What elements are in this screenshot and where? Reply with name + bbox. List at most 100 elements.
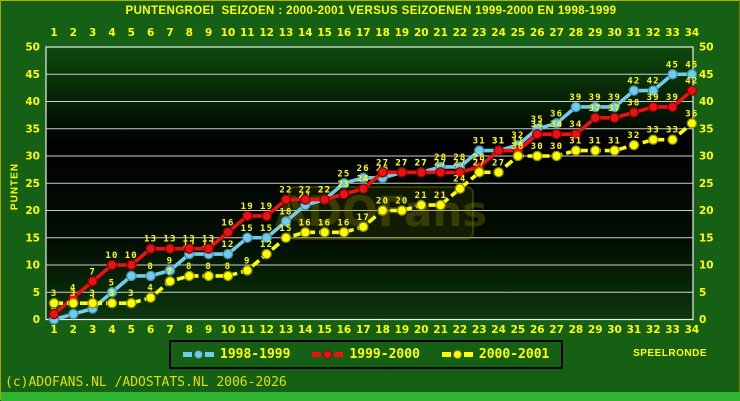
svg-text:13: 13 bbox=[202, 235, 215, 245]
svg-text:35: 35 bbox=[531, 115, 544, 125]
svg-text:30: 30 bbox=[550, 142, 563, 152]
svg-text:24: 24 bbox=[357, 175, 370, 185]
svg-text:8: 8 bbox=[186, 262, 193, 272]
svg-text:27: 27 bbox=[415, 158, 428, 168]
svg-text:10: 10 bbox=[221, 324, 236, 336]
svg-text:16: 16 bbox=[299, 218, 312, 228]
svg-text:11: 11 bbox=[240, 27, 255, 39]
svg-text:12: 12 bbox=[221, 240, 234, 250]
svg-text:13: 13 bbox=[144, 235, 157, 245]
svg-text:31: 31 bbox=[492, 137, 505, 147]
svg-text:10: 10 bbox=[125, 251, 138, 261]
svg-text:27: 27 bbox=[395, 158, 408, 168]
svg-text:3: 3 bbox=[128, 289, 135, 299]
svg-text:17: 17 bbox=[356, 324, 371, 336]
svg-text:42: 42 bbox=[627, 77, 640, 87]
svg-text:27: 27 bbox=[376, 158, 389, 168]
svg-text:17: 17 bbox=[357, 213, 370, 223]
svg-text:45: 45 bbox=[666, 60, 679, 70]
legend-item-2000-2001: 2000-2001 bbox=[441, 347, 550, 362]
svg-text:34: 34 bbox=[531, 120, 544, 130]
svg-text:4: 4 bbox=[108, 324, 115, 336]
svg-text:3: 3 bbox=[70, 289, 77, 299]
svg-text:15: 15 bbox=[279, 224, 292, 234]
svg-text:18: 18 bbox=[279, 207, 292, 217]
svg-text:4: 4 bbox=[108, 27, 115, 39]
svg-text:25: 25 bbox=[25, 178, 40, 190]
svg-text:25: 25 bbox=[511, 27, 526, 39]
svg-text:31: 31 bbox=[473, 137, 486, 147]
svg-text:19: 19 bbox=[395, 27, 410, 39]
svg-text:45: 45 bbox=[699, 69, 714, 81]
svg-text:22: 22 bbox=[453, 27, 468, 39]
svg-text:10: 10 bbox=[699, 260, 714, 272]
svg-text:36: 36 bbox=[685, 109, 698, 119]
svg-text:27: 27 bbox=[395, 158, 408, 168]
svg-text:21: 21 bbox=[415, 191, 428, 201]
svg-text:5: 5 bbox=[109, 278, 116, 288]
svg-text:31: 31 bbox=[511, 137, 524, 147]
svg-text:3: 3 bbox=[89, 27, 96, 39]
legend-label: 1998-1999 bbox=[220, 347, 291, 362]
legend-item-1998-1999: 1998-1999 bbox=[183, 347, 290, 362]
svg-text:1: 1 bbox=[50, 324, 57, 336]
svg-text:5: 5 bbox=[128, 324, 135, 336]
legend-label: 1999-2000 bbox=[349, 347, 420, 362]
svg-text:27: 27 bbox=[453, 158, 466, 168]
svg-text:27: 27 bbox=[415, 158, 428, 168]
svg-text:7: 7 bbox=[89, 267, 96, 277]
svg-text:23: 23 bbox=[472, 324, 487, 336]
svg-text:15: 15 bbox=[241, 224, 254, 234]
svg-text:11: 11 bbox=[240, 324, 255, 336]
svg-text:8: 8 bbox=[147, 262, 154, 272]
svg-text:27: 27 bbox=[549, 27, 564, 39]
svg-text:31: 31 bbox=[627, 27, 642, 39]
svg-text:27: 27 bbox=[549, 324, 564, 336]
svg-text:36: 36 bbox=[550, 109, 563, 119]
svg-text:39: 39 bbox=[589, 93, 602, 103]
svg-text:28: 28 bbox=[569, 324, 584, 336]
legend-label: 2000-2001 bbox=[478, 347, 550, 362]
copyright-footer: (c)ADOFANS.NL /ADOSTATS.NL 2006-2026 bbox=[5, 375, 287, 390]
svg-text:13: 13 bbox=[279, 324, 294, 336]
svg-text:1: 1 bbox=[50, 27, 57, 39]
svg-text:7: 7 bbox=[166, 324, 173, 336]
svg-text:25: 25 bbox=[699, 178, 714, 190]
svg-text:16: 16 bbox=[337, 218, 350, 228]
svg-text:9: 9 bbox=[205, 324, 212, 336]
svg-text:3: 3 bbox=[51, 289, 58, 299]
svg-text:5: 5 bbox=[33, 287, 40, 299]
svg-text:42: 42 bbox=[647, 77, 660, 87]
x-axis-label: SPEELRONDE bbox=[633, 348, 707, 359]
svg-text:18: 18 bbox=[375, 324, 390, 336]
svg-text:26: 26 bbox=[530, 324, 545, 336]
svg-text:14: 14 bbox=[298, 27, 313, 39]
svg-text:9: 9 bbox=[167, 256, 174, 266]
svg-text:22: 22 bbox=[299, 186, 312, 196]
svg-text:20: 20 bbox=[414, 27, 429, 39]
svg-text:3: 3 bbox=[89, 289, 96, 299]
svg-text:32: 32 bbox=[511, 131, 524, 141]
svg-text:24: 24 bbox=[491, 27, 506, 39]
series-marker-blue bbox=[183, 350, 214, 359]
svg-text:32: 32 bbox=[646, 27, 661, 39]
svg-text:39: 39 bbox=[666, 93, 679, 103]
svg-text:40: 40 bbox=[699, 96, 714, 108]
svg-text:23: 23 bbox=[337, 180, 350, 190]
svg-text:14: 14 bbox=[298, 324, 313, 336]
svg-text:25: 25 bbox=[337, 169, 350, 179]
svg-text:33: 33 bbox=[647, 126, 660, 136]
svg-text:21: 21 bbox=[434, 191, 447, 201]
svg-text:37: 37 bbox=[589, 104, 602, 114]
svg-text:34: 34 bbox=[550, 120, 563, 130]
svg-text:6: 6 bbox=[147, 27, 154, 39]
svg-text:22: 22 bbox=[453, 324, 468, 336]
legend: 1998-1999 1999-2000 2000-2001 bbox=[169, 340, 564, 369]
svg-text:50: 50 bbox=[699, 42, 714, 54]
svg-text:21: 21 bbox=[433, 324, 448, 336]
svg-text:39: 39 bbox=[569, 93, 582, 103]
svg-text:22: 22 bbox=[279, 186, 292, 196]
svg-text:7: 7 bbox=[166, 27, 173, 39]
svg-text:12: 12 bbox=[259, 27, 274, 39]
svg-text:7: 7 bbox=[167, 267, 174, 277]
